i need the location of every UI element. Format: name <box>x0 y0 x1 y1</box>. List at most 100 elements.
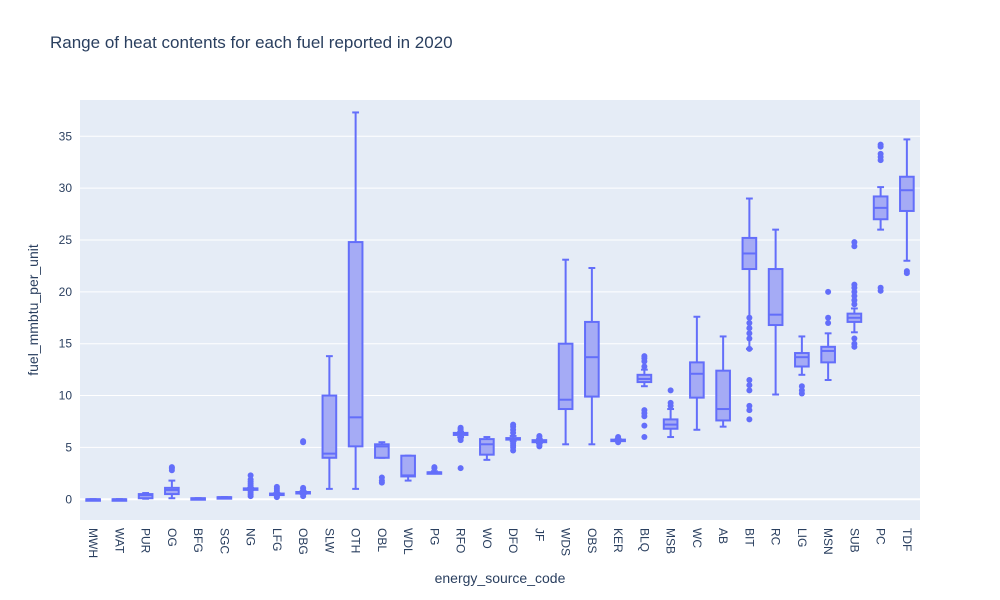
x-tick-label: PG <box>427 528 441 545</box>
outlier-point <box>247 476 254 483</box>
x-tick-label: MWH <box>86 528 100 558</box>
outlier-point <box>641 407 648 414</box>
y-tick-label: 5 <box>65 440 72 454</box>
box-WO[interactable] <box>479 436 495 461</box>
y-tick-label: 0 <box>65 492 72 506</box>
outlier-point <box>247 472 254 479</box>
box-LFG[interactable] <box>269 483 285 501</box>
x-tick-label: DFO <box>506 528 520 553</box>
x-tick-label: LFG <box>270 528 284 551</box>
box-NG[interactable] <box>242 472 259 500</box>
outlier-point <box>851 243 858 250</box>
box-RFO[interactable] <box>452 424 469 472</box>
outlier-point <box>300 438 307 445</box>
outlier-point <box>667 399 674 406</box>
box-PUR[interactable] <box>137 492 154 500</box>
y-tick-label: 10 <box>59 389 73 403</box>
box-WC[interactable] <box>689 315 705 431</box>
outlier-point <box>746 416 753 423</box>
outlier-point <box>641 434 648 441</box>
iqr-box <box>794 352 810 368</box>
x-tick-label: SGC <box>217 528 231 554</box>
outlier-point <box>641 353 648 360</box>
x-tick-label: AB <box>716 528 730 544</box>
box-KER[interactable] <box>610 434 626 446</box>
outlier-point <box>641 363 648 370</box>
box-PC[interactable] <box>872 141 889 294</box>
box-OG[interactable] <box>164 464 180 500</box>
x-tick-label: WDL <box>401 528 415 555</box>
x-tick-label: SUB <box>847 528 861 553</box>
x-axis-ticks: MWH WAT PUR OG BFG SGC NG LFG OBG SLW OTH OBL WDL PG R… <box>86 528 914 558</box>
outlier-point <box>300 493 307 500</box>
iqr-box <box>557 342 574 411</box>
box-PG[interactable] <box>426 464 443 475</box>
outlier-point <box>851 293 858 299</box>
outlier-point <box>798 387 805 394</box>
outlier-point <box>247 489 254 495</box>
outlier-point <box>746 314 753 321</box>
iqr-box <box>820 345 836 364</box>
x-tick-label: TDF <box>900 528 914 551</box>
box-OBS[interactable] <box>584 267 600 446</box>
x-tick-label: OBG <box>296 528 310 555</box>
box-OTH[interactable] <box>347 111 364 490</box>
box-SLW[interactable] <box>321 355 338 490</box>
box-RC[interactable] <box>767 228 784 396</box>
box-BFG[interactable] <box>190 497 206 501</box>
chart-title: Range of heat contents for each fuel rep… <box>50 33 453 52</box>
box-MWH[interactable] <box>85 498 101 502</box>
y-axis-title: fuel_mmbtu_per_unit <box>25 244 41 376</box>
box-BIT[interactable] <box>741 197 758 423</box>
outlier-point <box>746 335 753 342</box>
x-tick-label: PC <box>874 528 888 545</box>
x-tick-label: SLW <box>322 528 336 554</box>
y-tick-label: 15 <box>59 337 73 351</box>
x-tick-label: KER <box>611 528 625 553</box>
outlier-point <box>273 493 280 500</box>
box-OBG[interactable] <box>295 438 311 500</box>
iqr-box <box>715 369 731 422</box>
x-tick-label: WAT <box>112 528 126 554</box>
outlier-point <box>851 281 858 288</box>
x-tick-label: OBL <box>375 528 389 552</box>
outlier-point <box>746 345 753 352</box>
outlier-point <box>851 297 858 304</box>
outlier-point <box>877 150 884 157</box>
box-WDL[interactable] <box>400 454 416 482</box>
outlier-point <box>457 424 464 431</box>
box-SUB[interactable] <box>846 239 863 350</box>
box-WAT[interactable] <box>111 498 128 502</box>
outlier-point <box>300 484 307 491</box>
outlier-point <box>851 239 858 246</box>
x-tick-label: OG <box>165 528 179 547</box>
y-tick-label: 25 <box>59 233 73 247</box>
box-WDS[interactable] <box>557 258 574 446</box>
box-SGC[interactable] <box>216 496 233 500</box>
outlier-point <box>615 439 622 446</box>
outlier-point <box>903 268 910 275</box>
x-axis-title: energy_source_code <box>435 570 566 586</box>
x-tick-label: RFO <box>454 528 468 553</box>
box-OBL[interactable] <box>374 441 390 486</box>
outlier-point <box>746 387 753 394</box>
box-DFO[interactable] <box>505 421 521 454</box>
outlier-point <box>641 422 648 429</box>
outlier-point <box>536 433 543 439</box>
box-AB[interactable] <box>715 335 731 428</box>
iqr-box <box>347 241 364 448</box>
box-MSB[interactable] <box>662 387 679 439</box>
box-BLQ[interactable] <box>636 353 653 441</box>
boxes <box>85 111 915 502</box>
box-MSN[interactable] <box>820 288 836 381</box>
x-tick-label: RC <box>769 528 783 546</box>
box-TDF[interactable] <box>899 138 915 277</box>
box-JF[interactable] <box>531 433 548 450</box>
x-tick-label: NG <box>244 528 258 546</box>
box-LIG[interactable] <box>794 335 810 397</box>
outlier-point <box>615 434 622 441</box>
outlier-point <box>825 319 832 326</box>
iqr-box <box>164 486 180 496</box>
outlier-point <box>851 288 858 295</box>
